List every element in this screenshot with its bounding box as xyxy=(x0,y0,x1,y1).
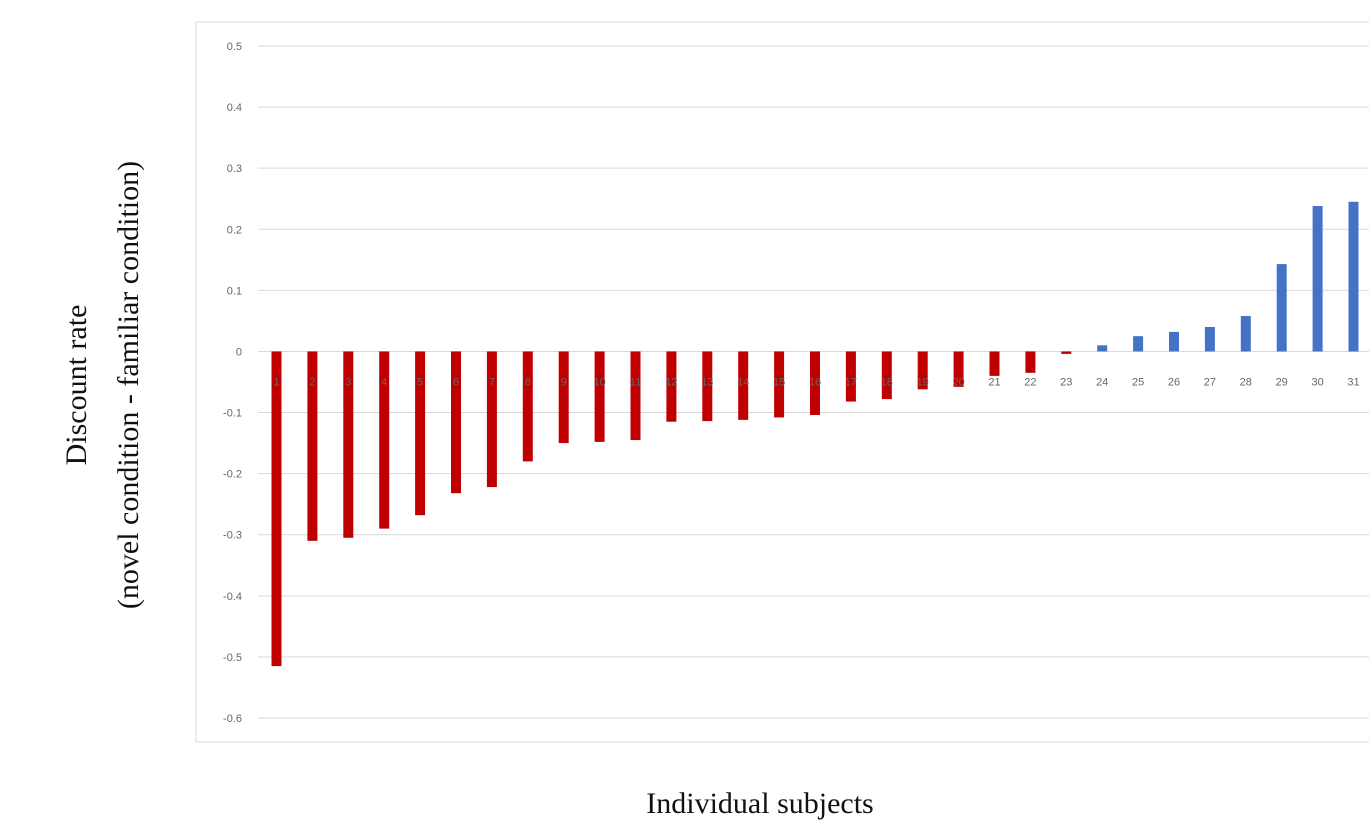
x-tick-label: 25 xyxy=(1132,376,1144,388)
bar xyxy=(989,351,1000,376)
y-tick-labels: 0.5 0.4 0.3 0.2 0.1 0 -0.1 -0.2 -0.3 -0.4 -0.5 -0.6 xyxy=(223,41,242,725)
bar xyxy=(451,351,461,494)
bar xyxy=(1025,351,1036,373)
x-tick-label: 8 xyxy=(525,376,531,388)
x-tick-label: 21 xyxy=(988,376,1000,388)
bar xyxy=(343,351,354,538)
bar xyxy=(1240,316,1251,352)
x-tick-label: 17 xyxy=(845,376,857,388)
x-tick-label: 20 xyxy=(952,376,964,388)
y-axis-title-line2: (novel condition - familiar condition) xyxy=(112,161,145,609)
x-tick-label: 14 xyxy=(737,376,749,388)
bar xyxy=(1061,351,1072,354)
bar xyxy=(1276,264,1287,352)
gridlines xyxy=(258,45,1369,719)
x-tick-label: 29 xyxy=(1276,376,1288,388)
x-tick-label: 3 xyxy=(345,376,351,388)
x-tick-label: 2 xyxy=(309,376,315,388)
bar xyxy=(1169,331,1179,352)
x-axis-title: Individual subjects xyxy=(646,787,873,820)
bar xyxy=(1204,327,1215,352)
x-tick-label: 10 xyxy=(593,376,605,388)
bar xyxy=(1097,345,1108,352)
bar xyxy=(594,351,605,442)
bar xyxy=(845,351,856,402)
x-tick-label: 5 xyxy=(417,376,423,388)
x-tick-label: 11 xyxy=(630,376,641,388)
y-tick-label: 0.1 xyxy=(227,285,242,297)
x-tick-label: 23 xyxy=(1060,376,1072,388)
bar xyxy=(738,351,749,420)
x-tick-label: 30 xyxy=(1311,376,1323,388)
x-tick-label: 1 xyxy=(273,376,279,388)
bar xyxy=(1312,206,1323,352)
x-tick-label: 28 xyxy=(1240,376,1252,388)
bar xyxy=(486,351,497,488)
x-tick-label: 27 xyxy=(1204,376,1216,388)
bars xyxy=(271,201,1359,667)
bar xyxy=(630,351,641,441)
x-tick-label: 24 xyxy=(1096,376,1108,388)
y-tick-label: 0.3 xyxy=(227,163,242,175)
bar xyxy=(415,351,426,516)
bar xyxy=(953,351,964,387)
bar xyxy=(666,351,677,422)
x-tick-label: 31 xyxy=(1347,376,1359,388)
bar xyxy=(271,351,282,667)
y-tick-label: -0.2 xyxy=(223,469,242,481)
x-tick-label: 7 xyxy=(489,376,495,388)
bar xyxy=(702,351,713,422)
bar xyxy=(307,351,318,541)
x-tick-label: 26 xyxy=(1168,376,1180,388)
y-tick-label: -0.6 xyxy=(223,713,242,725)
bar xyxy=(881,351,892,400)
y-tick-label: -0.1 xyxy=(223,408,242,420)
x-tick-label: 19 xyxy=(917,376,929,388)
x-tick-label: 9 xyxy=(561,376,567,388)
x-tick-label: 12 xyxy=(665,376,677,388)
y-tick-label: -0.4 xyxy=(223,591,242,603)
bar xyxy=(1133,336,1144,352)
x-tick-label: 15 xyxy=(773,376,785,388)
bar xyxy=(917,351,928,390)
bar xyxy=(379,351,390,529)
x-tick-label: 18 xyxy=(881,376,893,388)
x-tick-label: 4 xyxy=(381,376,387,388)
bar xyxy=(1348,201,1359,352)
y-tick-label: 0 xyxy=(236,346,242,358)
y-tick-label: 0.4 xyxy=(227,102,242,114)
x-tick-labels: 1 2 3 4 5 6 7 8 9 10 11 12 13 14 15 16 17 18 19 20 21 22 23 24 2… xyxy=(273,376,1359,388)
y-tick-label: -0.3 xyxy=(223,530,242,542)
bar xyxy=(522,351,533,462)
bar xyxy=(558,351,569,444)
y-tick-label: -0.5 xyxy=(223,652,242,664)
x-tick-label: 6 xyxy=(453,376,459,388)
x-tick-label: 22 xyxy=(1024,376,1036,388)
x-tick-label: 13 xyxy=(701,376,713,388)
bar xyxy=(810,351,820,415)
y-tick-label: 0.5 xyxy=(227,41,242,53)
y-tick-label: 0.2 xyxy=(227,224,242,236)
bar xyxy=(774,351,785,418)
x-tick-label: 16 xyxy=(809,376,821,388)
y-axis-title-line1: Discount rate xyxy=(60,305,93,466)
